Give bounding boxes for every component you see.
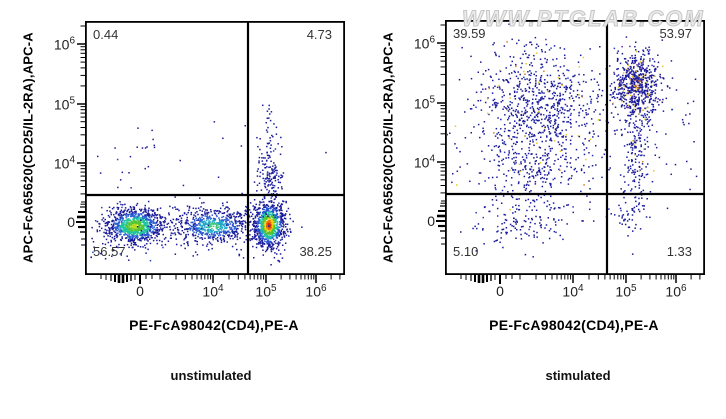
y-axis-title-left-panel: APC-FcA65620(CD25/IL-2RA),APC-A — [20, 32, 36, 264]
tick-label: 104 — [202, 283, 224, 300]
quadrant-pct-bottom-right: 38.25 — [299, 244, 332, 259]
tick-label: 0 — [67, 214, 75, 230]
tick-label: 106 — [305, 283, 327, 300]
tick-label: 106 — [665, 283, 687, 300]
quadrant-pct-bottom-right: 1.33 — [666, 244, 692, 259]
x-axis-title-left-panel: PE-FcA98042(CD4),PE-A — [129, 317, 299, 333]
y-axis-title-right-panel: APC-FcA65620(CD25/IL-2RA),APC-A — [380, 32, 396, 263]
quadrant-pct-top-right: 4.73 — [306, 27, 332, 42]
tick-label: 104 — [562, 283, 584, 300]
tick-label: 0 — [136, 283, 144, 299]
quadrant-pct-bottom-left: 56.57 — [93, 244, 126, 259]
quadrant-pct-top-right: 53.97 — [659, 26, 692, 41]
caption-left-panel: unstimulated — [170, 368, 252, 383]
tick-label: 105 — [615, 283, 637, 300]
tick-label: 105 — [255, 283, 277, 300]
watermark: WWW.PTGLAB.COM — [462, 6, 705, 32]
quadrant-pct-bottom-left: 5.10 — [453, 244, 479, 259]
tick-label: 105 — [53, 95, 75, 113]
x-axis-title-right-panel: PE-FcA98042(CD4),PE-A — [489, 317, 659, 333]
caption-right-panel: stimulated — [545, 368, 611, 383]
tick-label: 106 — [413, 34, 435, 52]
tick-label: 104 — [53, 154, 75, 172]
tick-label: 105 — [413, 94, 435, 112]
quadrant-pct-top-left: 0.44 — [93, 27, 119, 42]
tick-label: 106 — [53, 35, 75, 53]
quadrant-pct-top-left: 39.59 — [453, 26, 486, 41]
tick-label: 104 — [413, 153, 435, 171]
tick-label: 0 — [496, 283, 504, 299]
tick-label: 0 — [427, 213, 435, 229]
